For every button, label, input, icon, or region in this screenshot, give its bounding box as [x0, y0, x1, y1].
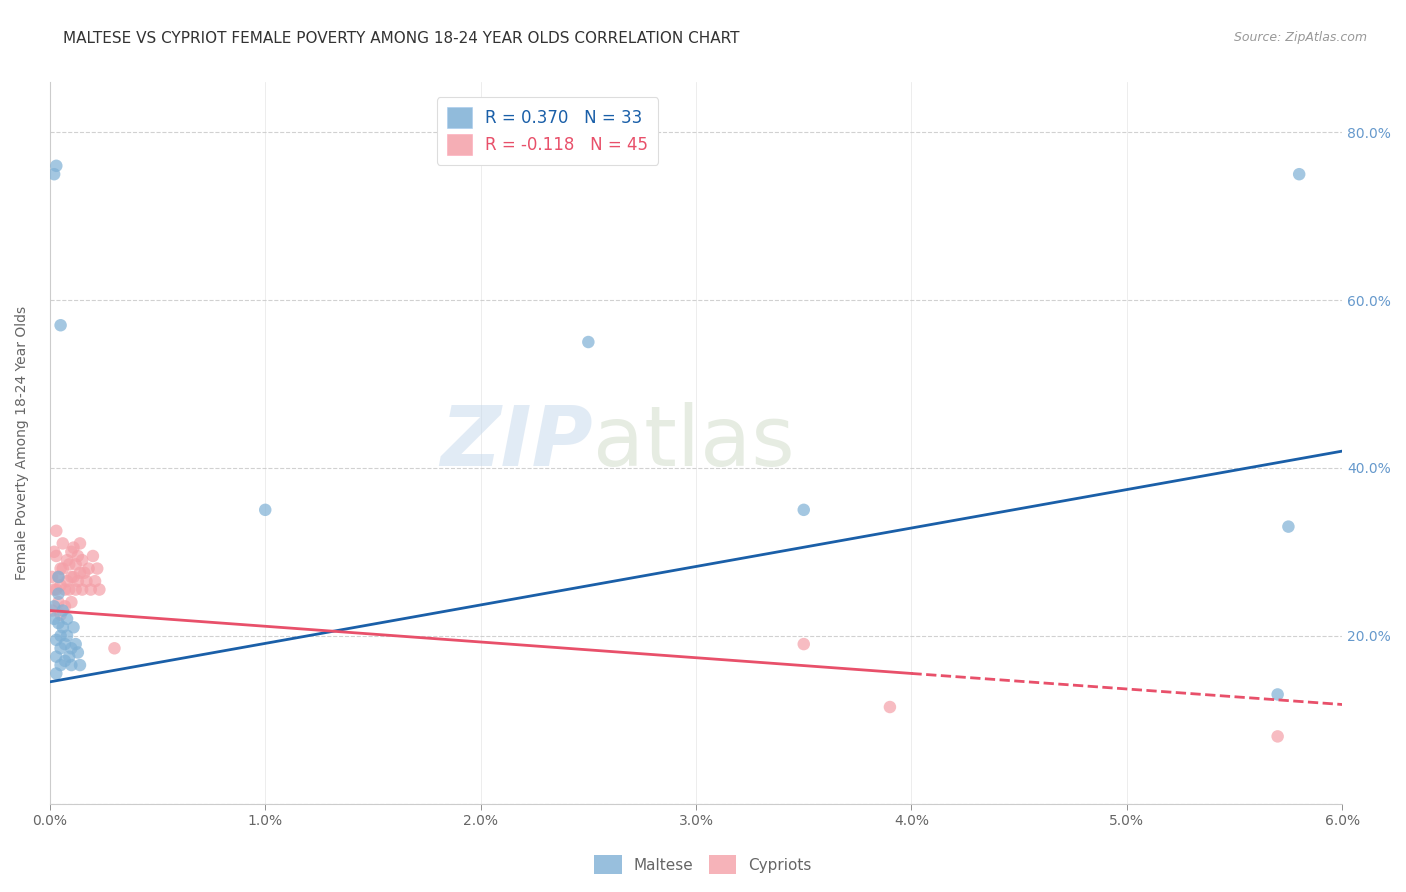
Legend: Maltese, Cypriots: Maltese, Cypriots — [588, 849, 818, 880]
Point — [254, 503, 277, 517]
Point — [58, 649, 80, 664]
Point — [49, 641, 72, 656]
Point — [66, 574, 89, 589]
Point — [49, 318, 72, 333]
Point — [69, 566, 91, 580]
Point — [44, 599, 66, 614]
Point — [45, 524, 67, 538]
Point — [89, 582, 111, 597]
Point — [56, 574, 79, 589]
Point — [65, 582, 87, 597]
Point — [56, 612, 79, 626]
Point — [53, 599, 76, 614]
Point — [70, 553, 93, 567]
Point — [62, 620, 84, 634]
Point — [49, 561, 72, 575]
Point — [103, 641, 125, 656]
Point — [49, 607, 72, 622]
Point — [66, 549, 89, 563]
Point — [45, 666, 67, 681]
Point — [69, 536, 91, 550]
Point — [44, 167, 66, 181]
Point — [48, 570, 70, 584]
Point — [45, 549, 67, 563]
Point — [52, 561, 75, 575]
Point — [45, 649, 67, 664]
Point — [60, 595, 83, 609]
Point — [41, 603, 63, 617]
Point — [60, 570, 83, 584]
Point — [53, 654, 76, 668]
Point — [49, 629, 72, 643]
Point — [45, 582, 67, 597]
Point — [48, 587, 70, 601]
Point — [793, 637, 815, 651]
Point — [1277, 519, 1299, 533]
Point — [69, 658, 91, 673]
Point — [77, 561, 100, 575]
Point — [793, 503, 815, 517]
Point — [1288, 167, 1310, 181]
Point — [86, 561, 108, 575]
Point — [60, 658, 83, 673]
Point — [58, 558, 80, 572]
Point — [65, 637, 87, 651]
Point — [1267, 688, 1289, 702]
Point — [44, 612, 66, 626]
Point — [56, 629, 79, 643]
Text: Source: ZipAtlas.com: Source: ZipAtlas.com — [1233, 31, 1367, 45]
Point — [49, 658, 72, 673]
Text: atlas: atlas — [593, 402, 794, 483]
Text: MALTESE VS CYPRIOT FEMALE POVERTY AMONG 18-24 YEAR OLDS CORRELATION CHART: MALTESE VS CYPRIOT FEMALE POVERTY AMONG … — [63, 31, 740, 46]
Point — [60, 641, 83, 656]
Point — [70, 582, 93, 597]
Point — [84, 574, 107, 589]
Point — [48, 570, 70, 584]
Point — [62, 570, 84, 584]
Point — [62, 541, 84, 555]
Point — [44, 582, 66, 597]
Point — [82, 549, 104, 563]
Y-axis label: Female Poverty Among 18-24 Year Olds: Female Poverty Among 18-24 Year Olds — [15, 306, 30, 580]
Point — [65, 558, 87, 572]
Point — [60, 545, 83, 559]
Point — [52, 620, 75, 634]
Point — [52, 536, 75, 550]
Point — [75, 574, 97, 589]
Point — [45, 632, 67, 647]
Point — [58, 582, 80, 597]
Point — [53, 637, 76, 651]
Point — [56, 553, 79, 567]
Point — [879, 700, 901, 714]
Point — [66, 645, 89, 659]
Legend: R = 0.370   N = 33, R = -0.118   N = 45: R = 0.370 N = 33, R = -0.118 N = 45 — [437, 97, 658, 165]
Point — [1267, 730, 1289, 744]
Point — [52, 603, 75, 617]
Point — [45, 159, 67, 173]
Text: ZIP: ZIP — [440, 402, 593, 483]
Point — [576, 334, 599, 349]
Point — [48, 595, 70, 609]
Point — [49, 578, 72, 592]
Point — [53, 582, 76, 597]
Point — [48, 616, 70, 631]
Point — [73, 566, 96, 580]
Point — [44, 545, 66, 559]
Point — [41, 570, 63, 584]
Point — [80, 582, 103, 597]
